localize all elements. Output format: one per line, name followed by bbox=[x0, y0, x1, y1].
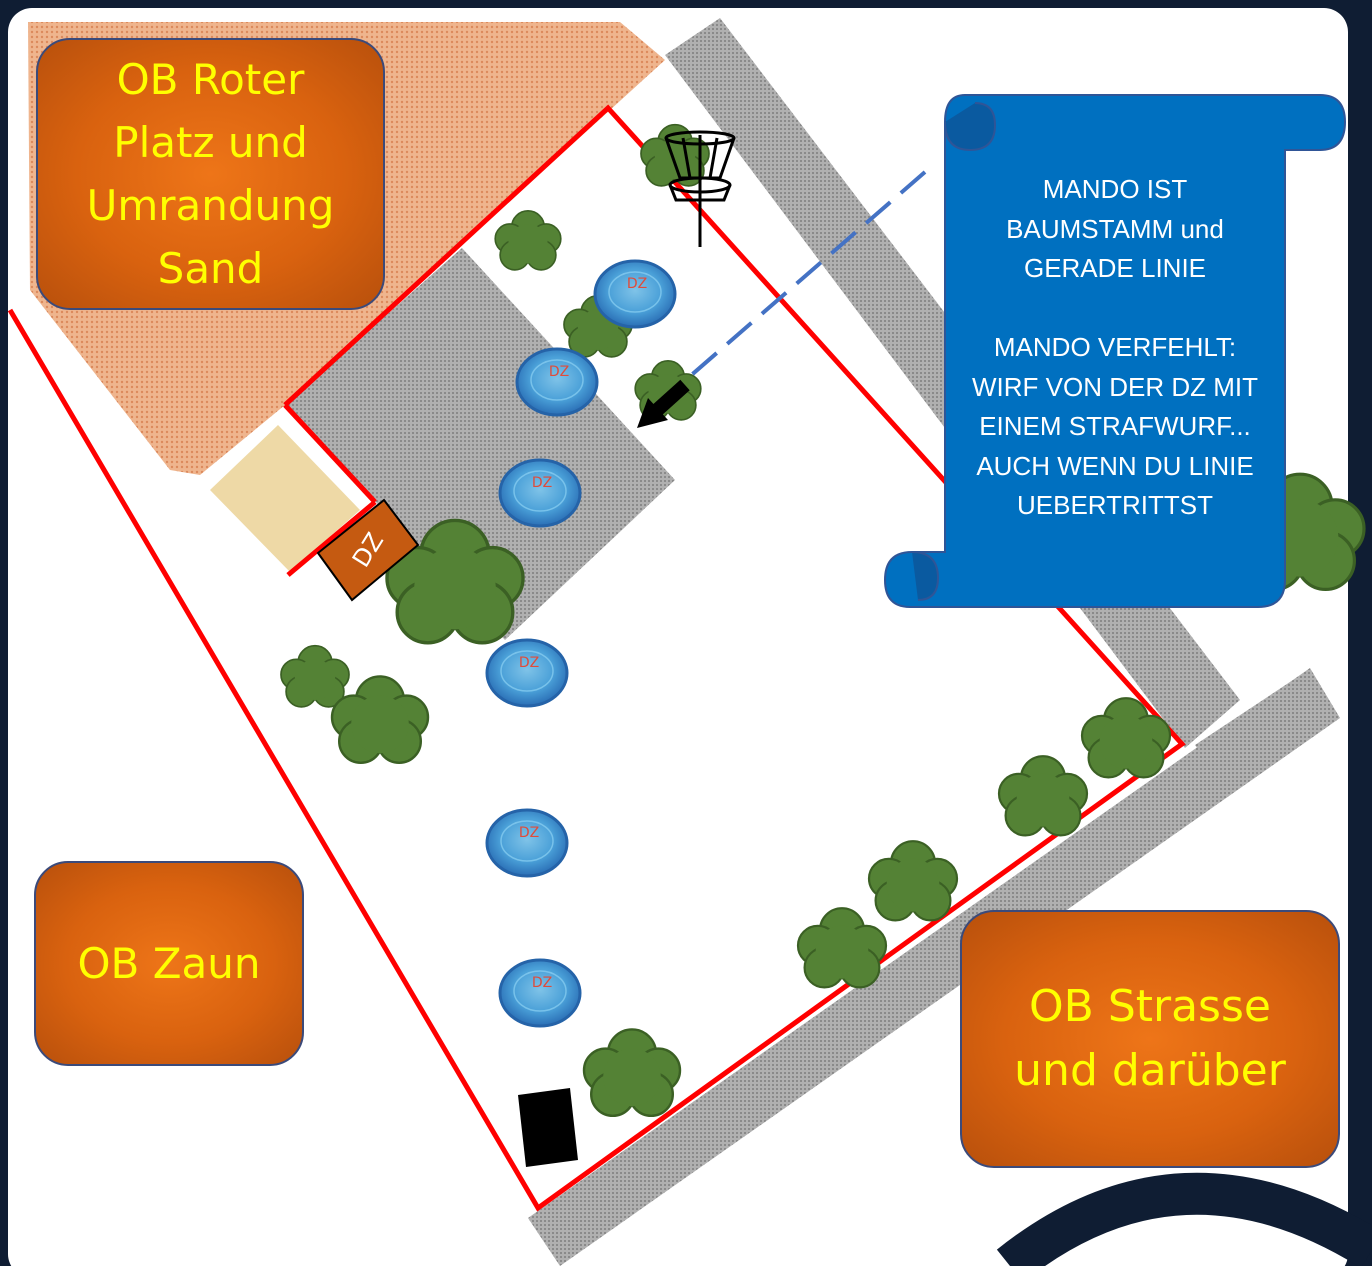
tree-icon bbox=[330, 675, 430, 764]
sand-area bbox=[210, 425, 360, 572]
road-lower bbox=[528, 668, 1340, 1266]
ob-street-label: OB Strasse und darüber bbox=[960, 910, 1340, 1168]
grey-pad-area bbox=[285, 248, 675, 640]
disc-icon bbox=[485, 638, 569, 708]
tree-icon bbox=[582, 1028, 682, 1118]
scroll-banner bbox=[883, 94, 1347, 608]
tree-icon bbox=[997, 755, 1089, 837]
tree-icon bbox=[796, 907, 888, 989]
disc-icon bbox=[515, 347, 599, 417]
disc-golf-basket-icon bbox=[664, 130, 736, 247]
corner-ring-decoration bbox=[996, 1172, 1372, 1266]
tree-icon bbox=[494, 210, 562, 271]
drop-zone-box bbox=[316, 498, 420, 602]
mando-line bbox=[686, 170, 927, 380]
tree-icon bbox=[867, 840, 959, 922]
arrow-icon bbox=[637, 379, 690, 428]
disc-icon bbox=[498, 458, 582, 528]
ob-boundary bbox=[7, 104, 1186, 1212]
ob-fence-label: OB Zaun bbox=[34, 861, 304, 1066]
ob-red-place-label: OB Roter Platz und Umrandung Sand bbox=[36, 38, 385, 310]
tee-pad-icon bbox=[518, 1088, 578, 1167]
disc-icon bbox=[593, 259, 677, 329]
tree-icon bbox=[280, 644, 350, 708]
disc-icon bbox=[485, 808, 569, 878]
disc-icon bbox=[498, 958, 582, 1028]
mando-rule-text: MANDO IST BAUMSTAMM und GERADE LINIE MAN… bbox=[972, 174, 1258, 520]
